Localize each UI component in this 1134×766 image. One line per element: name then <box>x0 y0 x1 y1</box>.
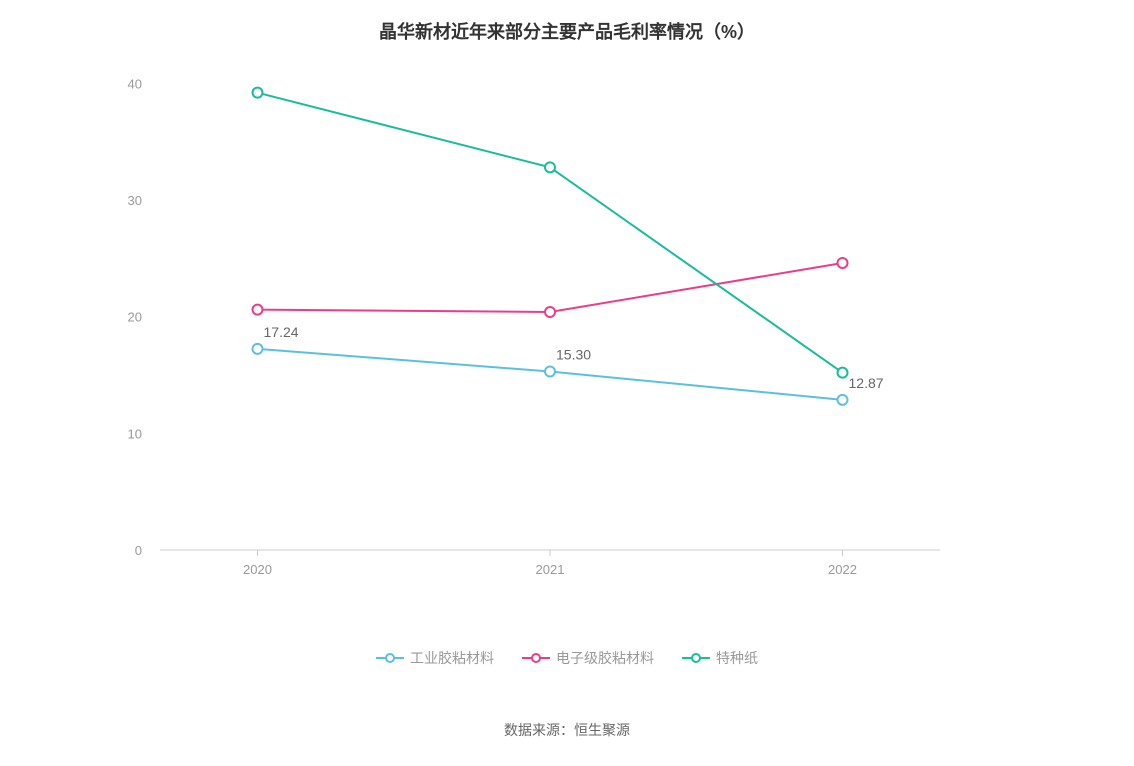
series-marker <box>253 344 263 354</box>
series-marker <box>838 368 848 378</box>
x-tick-label: 2020 <box>243 562 272 577</box>
chart-title: 晶华新材近年来部分主要产品毛利率情况（%） <box>0 18 1134 44</box>
legend-item[interactable]: 工业胶粘材料 <box>376 648 494 668</box>
y-tick-label: 0 <box>135 543 142 558</box>
legend-swatch-icon <box>376 651 404 665</box>
series-marker <box>253 88 263 98</box>
series-data-label: 12.87 <box>849 375 884 391</box>
legend-swatch-icon <box>682 651 710 665</box>
series-marker <box>545 307 555 317</box>
legend-item[interactable]: 电子级胶粘材料 <box>522 648 654 668</box>
series-line <box>258 263 843 312</box>
series-marker <box>838 258 848 268</box>
legend-item[interactable]: 特种纸 <box>682 648 758 668</box>
y-tick-label: 20 <box>128 310 142 325</box>
chart-plot: 0 10 20 30 40 2020 2021 2022 17.24 15.30 12.87 <box>100 60 960 610</box>
y-tick-label: 10 <box>128 426 142 441</box>
legend-label: 工业胶粘材料 <box>410 648 494 668</box>
legend-swatch-icon <box>522 651 550 665</box>
series-line <box>258 93 843 373</box>
legend-label: 电子级胶粘材料 <box>556 648 654 668</box>
series-marker <box>838 395 848 405</box>
legend-label: 特种纸 <box>716 648 758 668</box>
x-tick-label: 2022 <box>828 562 857 577</box>
chart-container: 晶华新材近年来部分主要产品毛利率情况（%） 0 10 20 30 40 2020 2021 2… <box>0 0 1134 766</box>
series-data-label: 15.30 <box>556 347 591 363</box>
series-marker <box>545 162 555 172</box>
series-data-label: 17.24 <box>264 324 299 340</box>
y-tick-label: 30 <box>128 193 142 208</box>
chart-legend: 工业胶粘材料 电子级胶粘材料 特种纸 <box>0 648 1134 668</box>
series-marker <box>253 305 263 315</box>
series-marker <box>545 367 555 377</box>
x-tick-label: 2021 <box>536 562 565 577</box>
chart-source: 数据来源：恒生聚源 <box>0 720 1134 740</box>
y-tick-label: 40 <box>128 76 142 91</box>
